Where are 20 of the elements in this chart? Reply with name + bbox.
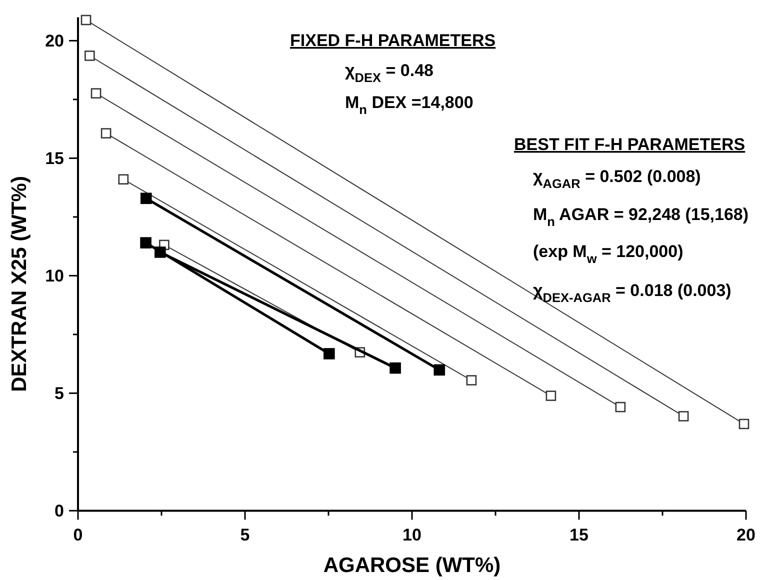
x-tick-label: 20: [736, 526, 756, 545]
y-tick-label: 10: [45, 266, 64, 286]
x-tick-label: 5: [240, 526, 250, 545]
x-tick-label: 0: [73, 526, 83, 545]
y-tick-label: 0: [54, 502, 64, 521]
annotation: χ$_{DEX-AGAR}$ = 0.018 (0.003): [533, 281, 732, 305]
x-axis-title: AGAROSE (WT%): [323, 554, 501, 577]
annotation: (exp M$_{w}$ = 120,000): [533, 242, 684, 266]
annotation: BEST FIT F-H PARAMETERS: [514, 135, 746, 154]
x-tick-label: 15: [570, 526, 588, 545]
annotation: FIXED F-H PARAMETERS: [290, 31, 496, 50]
x-tick-label: 10: [402, 526, 422, 545]
y-tick-label: 5: [54, 384, 64, 404]
y-tick-label: 20: [45, 32, 64, 51]
y-tick-label: 15: [45, 149, 64, 168]
y-axis-title: DEXTRAN X25 (WT%): [8, 176, 31, 392]
annotation: χ$_{DEX}$ = 0.48: [345, 61, 434, 85]
annotation: M$_{n}$ AGAR = 92,248 (15,168): [533, 205, 749, 229]
annotation: χ$_{AGAR}$ = 0.502 (0.008): [533, 167, 701, 191]
annotation: M$_{n}$ DEX =14,800: [345, 93, 474, 117]
